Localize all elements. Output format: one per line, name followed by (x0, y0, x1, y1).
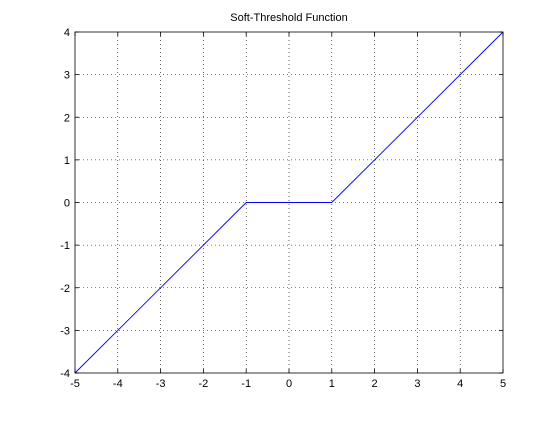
x-tick-label: -5 (70, 378, 80, 390)
y-tick-label: 1 (64, 155, 70, 167)
x-tick-label: -2 (199, 378, 209, 390)
x-tick-label: -4 (113, 378, 123, 390)
y-tick-label: 2 (64, 112, 70, 124)
grid-layer (75, 32, 503, 373)
y-tick-label: -3 (60, 325, 70, 337)
x-tick-label: 0 (286, 378, 292, 390)
x-tick-label: 5 (500, 378, 506, 390)
series-line (74, 31, 504, 374)
y-tick-label: 4 (64, 27, 70, 39)
x-tick-label: 3 (414, 378, 420, 390)
y-tick-label: -1 (60, 240, 70, 252)
x-tick-label: 2 (372, 378, 378, 390)
y-tick-label: 3 (64, 70, 70, 82)
y-tick-label: -4 (60, 368, 70, 380)
chart-title: Soft-Threshold Function (230, 12, 347, 24)
series-layer (74, 31, 504, 374)
x-tick-label: 4 (457, 378, 463, 390)
y-tick-label: 0 (64, 198, 70, 210)
x-tick-label: 1 (329, 378, 335, 390)
x-tick-label: -3 (156, 378, 166, 390)
x-tick-label: -1 (241, 378, 251, 390)
y-tick-label: -2 (60, 283, 70, 295)
